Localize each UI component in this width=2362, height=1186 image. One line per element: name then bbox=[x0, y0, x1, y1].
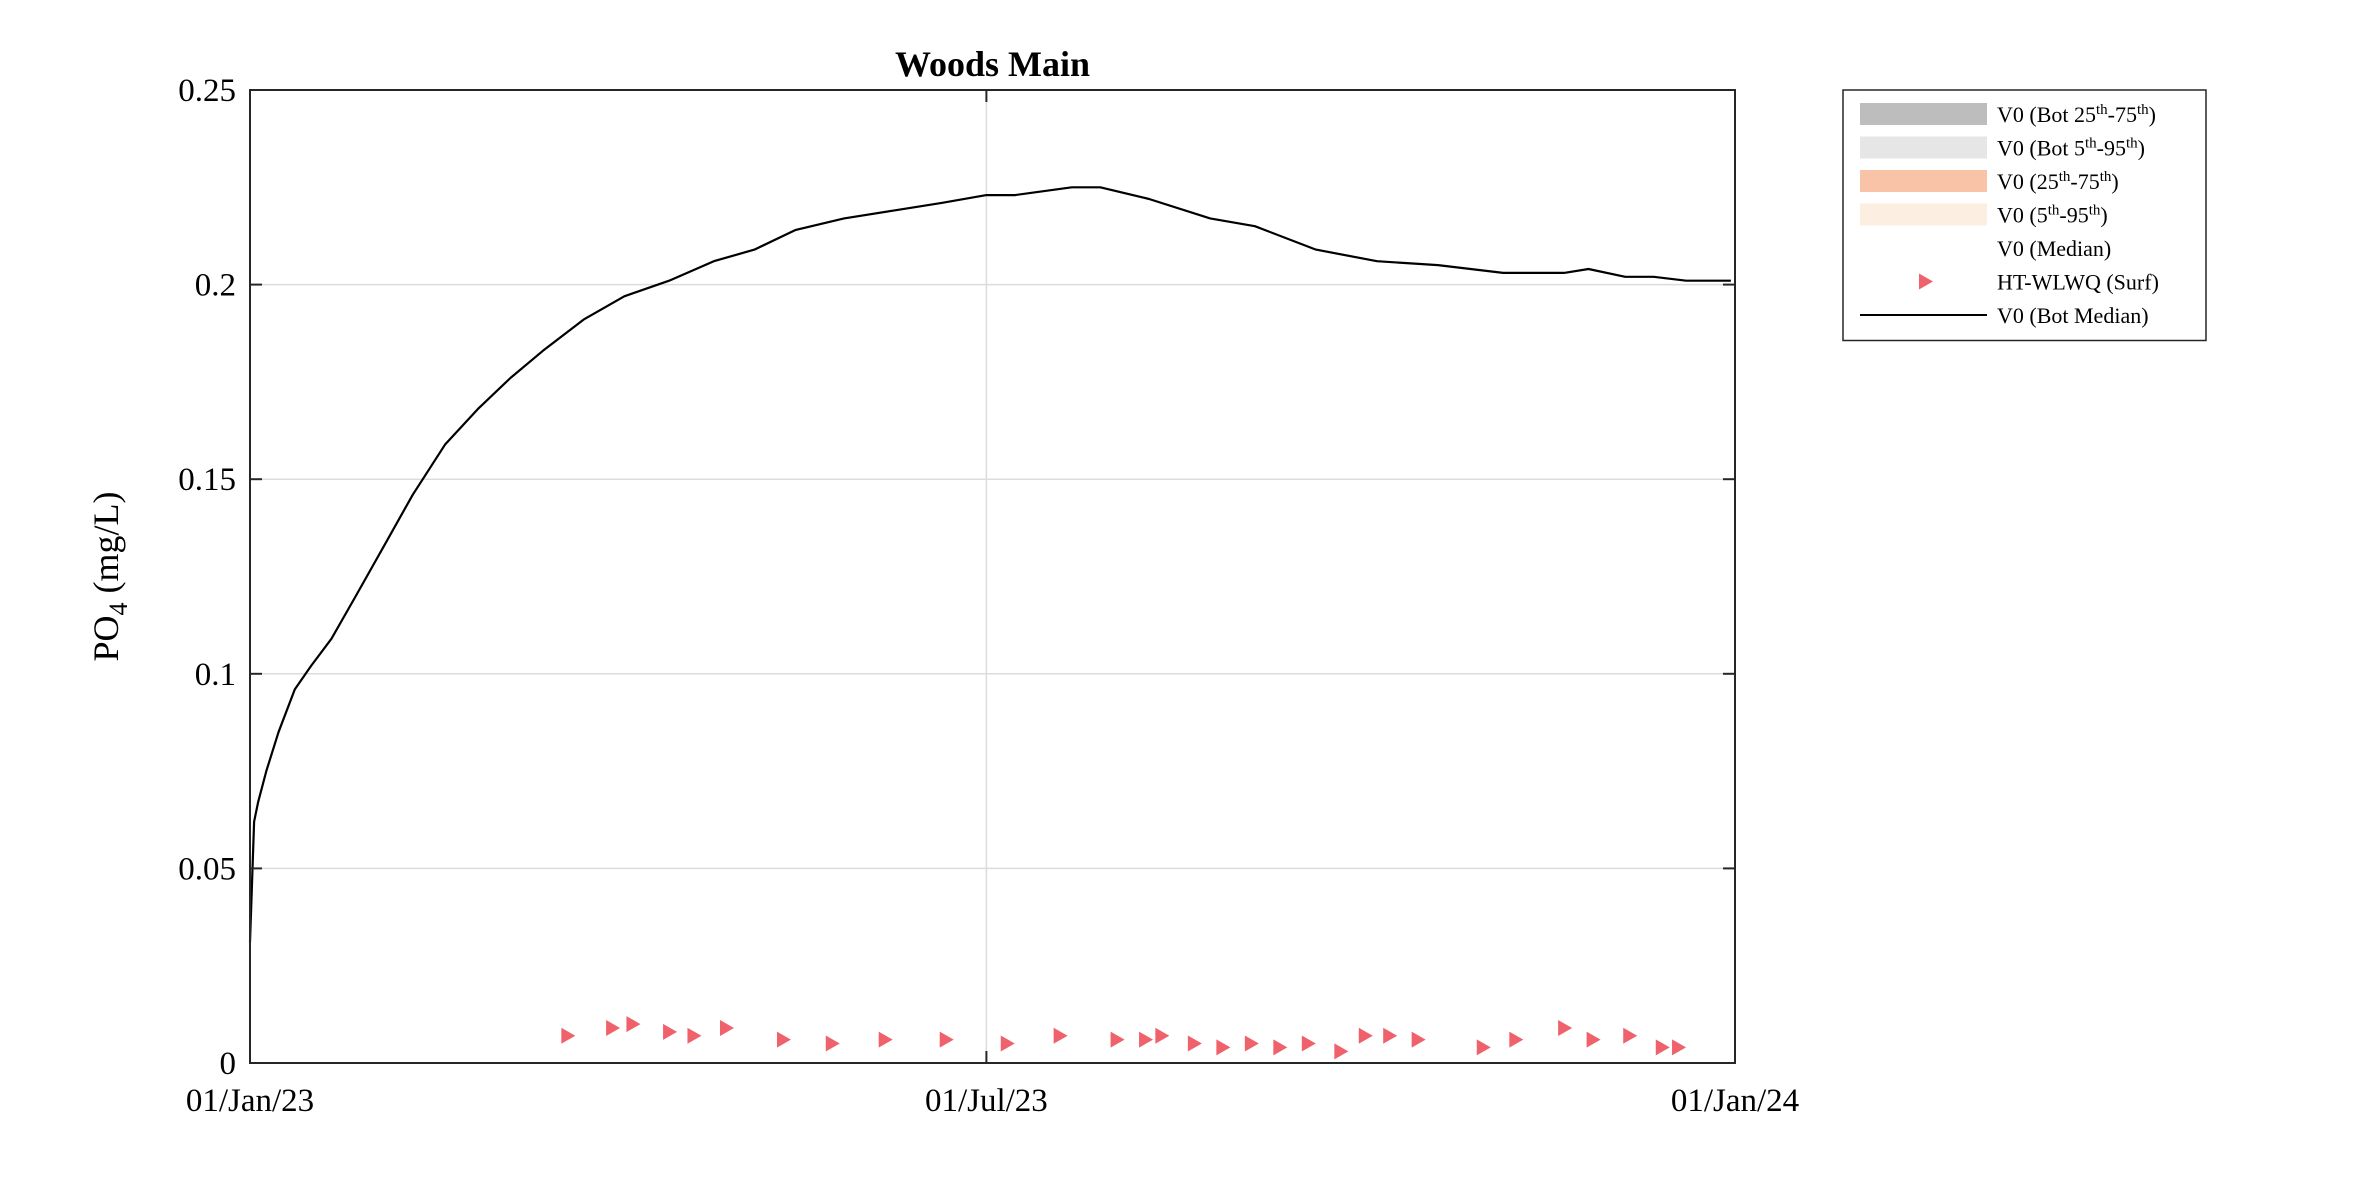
data-layer bbox=[248, 186, 1731, 1060]
x-tick-label: 01/Jul/23 bbox=[925, 1083, 1048, 1119]
observation-marker bbox=[606, 1019, 621, 1036]
y-tick-label: 0.1 bbox=[195, 657, 236, 693]
legend-label-part: th bbox=[2137, 102, 2149, 118]
legend-entry-bot-median: V0 (Bot Median) bbox=[1860, 303, 2149, 328]
observation-marker bbox=[1053, 1027, 1068, 1044]
observation-marker bbox=[687, 1027, 702, 1044]
observation-marker bbox=[825, 1035, 840, 1052]
x-tick-label: 01/Jan/24 bbox=[1671, 1083, 1799, 1119]
legend-label-part: HT-WLWQ (Surf) bbox=[1997, 270, 2159, 295]
legend-label: V0 (Median) bbox=[1997, 236, 2111, 261]
observation-marker bbox=[626, 1016, 641, 1033]
y-tick-label: 0.2 bbox=[195, 268, 236, 304]
legend-swatch bbox=[1860, 103, 1987, 125]
y-axis-label: PO4 (mg/L) bbox=[86, 491, 133, 661]
y-tick-label: 0 bbox=[220, 1046, 237, 1082]
observation-marker bbox=[1586, 1031, 1601, 1048]
legend-label-part: ) bbox=[2138, 136, 2145, 161]
legend-marker bbox=[1919, 273, 1933, 290]
legend-label-part: -75 bbox=[2108, 102, 2137, 127]
legend-label-part: th bbox=[2048, 203, 2060, 219]
legend-label-part: V0 (25 bbox=[1997, 169, 2059, 194]
observation-marker bbox=[1476, 1039, 1491, 1056]
legend-swatch bbox=[1860, 170, 1987, 192]
observation-marker bbox=[1000, 1035, 1015, 1052]
observation-marker bbox=[776, 1031, 791, 1048]
legend-label-part: V0 (Bot 5 bbox=[1997, 136, 2085, 161]
legend-entry-observations: HT-WLWQ (Surf) bbox=[1919, 270, 2159, 295]
observation-marker bbox=[1110, 1031, 1125, 1048]
legend-label-part: -95 bbox=[2059, 203, 2088, 228]
legend: V0 (Bot 25th-75th)V0 (Bot 5th-95th)V0 (2… bbox=[1842, 89, 2207, 342]
observation-marker bbox=[663, 1023, 678, 1040]
observation-marker bbox=[1672, 1039, 1687, 1056]
y-axis-label-unit: (mg/L) bbox=[86, 491, 126, 602]
y-axis-label-subscript: 4 bbox=[104, 602, 133, 615]
legend-label-part: V0 (Bot Median) bbox=[1997, 303, 2149, 328]
legend-label-part: ) bbox=[2100, 203, 2107, 228]
legend-label-part: ) bbox=[2111, 169, 2118, 194]
tick-layer: 0 0.05 0.1 0.15 0.2 0.25 01/Jan/23 01/Jul/23 01/… bbox=[178, 73, 1799, 1119]
grid-layer bbox=[250, 90, 1735, 1063]
y-tick-label: 0.25 bbox=[178, 73, 236, 109]
observation-marker bbox=[561, 1027, 576, 1044]
observation-marker bbox=[1655, 1039, 1670, 1056]
legend-label: V0 (Bot Median) bbox=[1997, 303, 2149, 328]
legend-label-part: th bbox=[2059, 169, 2071, 185]
observation-marker bbox=[1139, 1031, 1154, 1048]
legend-label-part: th bbox=[2100, 169, 2112, 185]
observation-marker bbox=[1509, 1031, 1524, 1048]
y-tick-label: 0.15 bbox=[178, 462, 236, 498]
series-line-bot-median bbox=[248, 186, 1731, 943]
observation-marker bbox=[1623, 1027, 1638, 1044]
legend-entry-bot-iqr: V0 (Bot 25th-75th) bbox=[1860, 102, 2156, 127]
observation-marker bbox=[1558, 1019, 1573, 1036]
legend-entry-bot-5-95: V0 (Bot 5th-95th) bbox=[1860, 136, 2145, 161]
legend-label: V0 (25th-75th) bbox=[1997, 169, 2119, 194]
observation-marker bbox=[1216, 1039, 1231, 1056]
observation-marker bbox=[1187, 1035, 1202, 1052]
observation-marker bbox=[1301, 1035, 1316, 1052]
observation-marker bbox=[1244, 1035, 1259, 1052]
legend-label-part: th bbox=[2126, 136, 2138, 152]
legend-swatch bbox=[1860, 203, 1987, 226]
legend-label-part: th bbox=[2085, 136, 2097, 152]
observation-marker bbox=[1273, 1039, 1288, 1056]
legend-label-part: th bbox=[2096, 102, 2108, 118]
legend-label-part: ) bbox=[2149, 102, 2156, 127]
chart-title: Woods Main bbox=[895, 44, 1090, 84]
legend-label-part: V0 (Median) bbox=[1997, 236, 2111, 261]
y-axis-label-main: PO bbox=[86, 615, 126, 661]
legend-label: V0 (Bot 25th-75th) bbox=[1997, 102, 2156, 127]
legend-label-part: -75 bbox=[2070, 169, 2099, 194]
plot-area-frame bbox=[249, 89, 1736, 1064]
legend-entry-p5-95: V0 (5th-95th) bbox=[1860, 203, 2108, 228]
observation-marker bbox=[1358, 1027, 1373, 1044]
legend-label-part: V0 (5 bbox=[1997, 203, 2048, 228]
legend-entry-median: V0 (Median) bbox=[1997, 236, 2111, 261]
legend-entry-iqr: V0 (25th-75th) bbox=[1860, 169, 2119, 194]
legend-label: V0 (Bot 5th-95th) bbox=[1997, 136, 2145, 161]
x-tick-label: 01/Jan/23 bbox=[186, 1083, 314, 1119]
observation-marker bbox=[1411, 1031, 1426, 1048]
legend-label: V0 (5th-95th) bbox=[1997, 203, 2108, 228]
y-tick-label: 0.05 bbox=[178, 851, 236, 887]
legend-label-part: th bbox=[2089, 203, 2101, 219]
legend-label-part: -95 bbox=[2097, 136, 2126, 161]
observation-marker bbox=[1334, 1043, 1349, 1060]
observation-marker bbox=[878, 1031, 893, 1048]
legend-label-part: V0 (Bot 25 bbox=[1997, 102, 2096, 127]
legend-label: HT-WLWQ (Surf) bbox=[1997, 270, 2159, 295]
observation-marker bbox=[939, 1031, 954, 1048]
observation-marker bbox=[1383, 1027, 1398, 1044]
observation-marker bbox=[1155, 1027, 1170, 1044]
observation-marker bbox=[720, 1019, 735, 1036]
legend-swatch bbox=[1860, 136, 1987, 159]
